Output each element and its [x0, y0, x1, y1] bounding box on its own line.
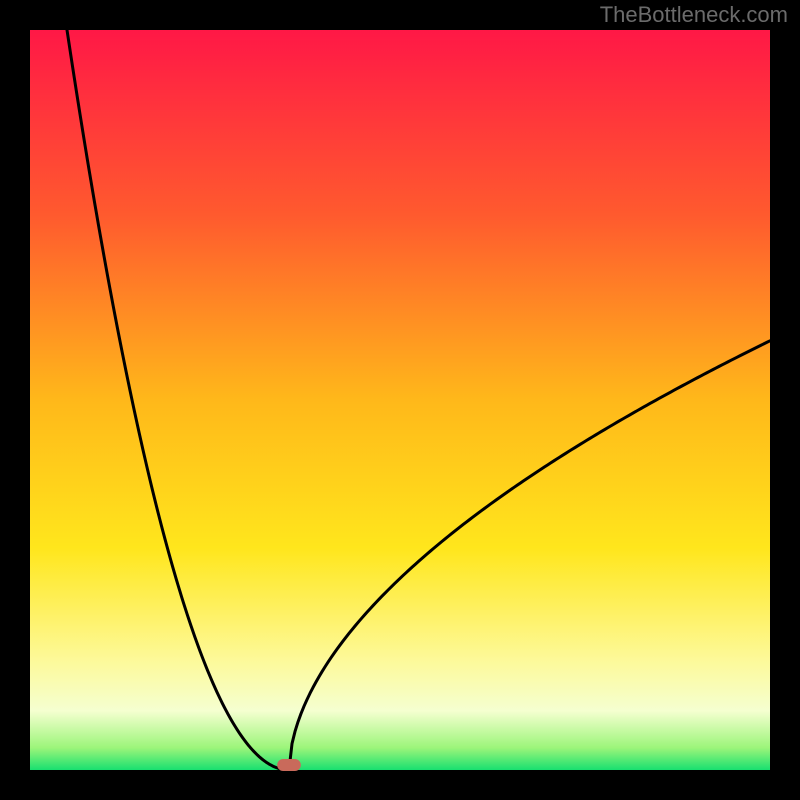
- watermark-text: TheBottleneck.com: [600, 2, 788, 28]
- bottleneck-chart: [0, 0, 800, 800]
- chart-container: TheBottleneck.com: [0, 0, 800, 800]
- optimal-marker: [277, 759, 301, 771]
